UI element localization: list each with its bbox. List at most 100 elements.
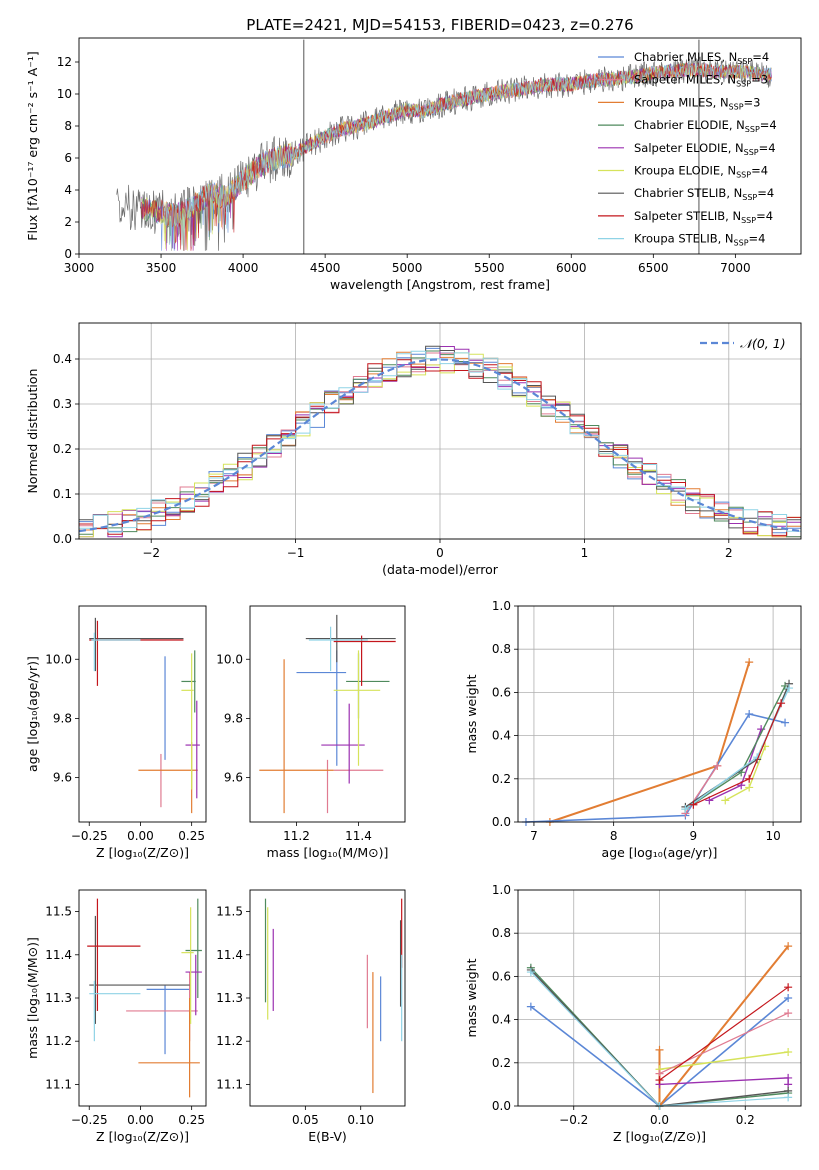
x-tick-label: −0.25 — [71, 1113, 108, 1127]
weight-marker — [713, 761, 722, 770]
weight-marker — [785, 684, 794, 693]
spectrum-legend: Chabrier MILES, NSSP=4 Salpeter MILES, NS… — [598, 50, 777, 248]
legend-label: Kroupa MILES, NSSP=3 — [634, 95, 760, 111]
weight-marker — [655, 1045, 664, 1054]
x-axis-label: mass [log₁₀(M/M⊙)] — [267, 845, 389, 860]
weight-marker — [784, 942, 793, 951]
normal-curve — [78, 358, 802, 533]
weight-marker — [781, 718, 790, 727]
y-tick-label: 10.0 — [45, 652, 72, 666]
y-tick-label: 10 — [57, 87, 72, 101]
mass-vs-extinction-panel: 0.05 0.10 11.1 11.2 11.3 11.4 11.5 E(B-V) — [216, 889, 406, 1144]
weight-marker — [655, 1076, 664, 1085]
y-tick-label: 9.8 — [53, 711, 72, 725]
legend-label: Kroupa STELIB, NSSP=4 — [634, 232, 765, 248]
legend-label: Salpeter ELODIE, NSSP=4 — [634, 141, 776, 157]
y-tick-label: 10.0 — [216, 652, 243, 666]
legend-count: =4 — [759, 141, 776, 155]
figure-title: PLATE=2421, MJD=54153, FIBERID=0423, z=0… — [246, 16, 633, 34]
x-axis-label: wavelength [Angstrom, rest frame] — [330, 277, 550, 292]
y-tick-label: 11.2 — [45, 1034, 72, 1048]
y-tick-label: 11.3 — [45, 991, 72, 1005]
legend-label: Salpeter MILES, NSSP=3 — [634, 73, 768, 89]
x-tick-label: 0.00 — [127, 829, 154, 843]
y-tick-label: 0.4 — [492, 1013, 511, 1027]
histogram-step-7 — [79, 359, 801, 536]
legend-count: =4 — [751, 164, 768, 178]
y-axis-label: Normed distribution — [25, 369, 40, 494]
axes-frame — [249, 889, 406, 1107]
legend-subscript: SSP — [729, 102, 744, 111]
y-axis-label: age [log₁₀(age/yr)] — [25, 656, 40, 772]
axes-frame — [249, 605, 406, 823]
x-tick-label: 6000 — [556, 261, 587, 275]
x-axis-label: (data-model)/error — [382, 562, 499, 577]
y-tick-label: 11.4 — [45, 948, 72, 962]
legend-count: =4 — [756, 209, 773, 223]
weight-marker — [526, 968, 535, 977]
x-tick-label: 0.25 — [178, 829, 205, 843]
legend-subscript: SSP — [736, 80, 751, 89]
legend-count: =4 — [752, 50, 769, 64]
legend-subscript: SSP — [745, 125, 760, 134]
legend-label: 𝒩(0, 1) — [740, 336, 786, 351]
weight-marker — [745, 783, 754, 792]
y-tick-label: 8 — [64, 119, 72, 133]
y-tick-label: 0.2 — [53, 442, 72, 456]
y-tick-label: 0.6 — [492, 685, 511, 699]
x-tick-label: 11.2 — [283, 829, 310, 843]
x-tick-label: 0.05 — [292, 1113, 319, 1127]
x-tick-label: 0 — [436, 546, 444, 560]
residual-histogram-panel: −2 −1 0 1 2 0.0 0.1 0.2 0.3 0.4 (data-model)/error… — [25, 322, 802, 577]
y-tick-label: 0.2 — [492, 1056, 511, 1070]
x-tick-label: 8 — [610, 829, 618, 843]
weight-line-7 — [659, 986, 789, 1081]
x-axis-label: age [log₁₀(age/yr)] — [602, 845, 718, 860]
x-tick-label: 6500 — [638, 261, 669, 275]
y-axis-label: mass [log₁₀(M/M⊙)] — [25, 937, 40, 1059]
x-tick-label: 7 — [530, 829, 538, 843]
y-tick-label: 11.5 — [216, 905, 243, 919]
legend-count: =3 — [744, 95, 761, 109]
legend-subscript: SSP — [744, 148, 759, 157]
mass-vs-metallicity-panel: −0.25 0.00 0.25 11.1 11.2 11.3 11.4 11.5 Z [log₁… — [25, 889, 207, 1144]
x-axis-label: E(B-V) — [308, 1129, 347, 1144]
weight-marker — [784, 1093, 793, 1102]
y-tick-label: 1.0 — [492, 599, 511, 613]
x-tick-label: −2 — [142, 546, 160, 560]
x-tick-label: 0.25 — [178, 1113, 205, 1127]
histogram-step-4 — [79, 346, 801, 538]
legend-subscript: SSP — [742, 193, 757, 202]
legend-subscript: SSP — [741, 216, 756, 225]
legend-count: =3 — [751, 73, 768, 87]
x-axis-label: Z [log₁₀(Z/Z⊙)] — [96, 1129, 189, 1144]
y-tick-label: 6 — [64, 151, 72, 165]
weight-marker — [745, 710, 754, 718]
x-tick-label: 0.0 — [650, 1113, 669, 1127]
axes-frame — [78, 605, 207, 823]
y-tick-label: 0.2 — [492, 772, 511, 786]
mass-weight-vs-metallicity-panel: −0.2 0.0 0.2 0.0 0.2 0.4 0.6 0.8 1.0 Z [log₁₀(Z/Z… — [464, 883, 802, 1144]
x-tick-label: 2 — [725, 546, 733, 560]
y-tick-label: 0.0 — [492, 1099, 511, 1113]
axes-frame — [517, 889, 802, 1107]
x-tick-label: 4000 — [228, 261, 259, 275]
x-tick-label: 11.4 — [345, 829, 372, 843]
y-tick-label: 9.6 — [53, 771, 72, 785]
weight-line-2 — [549, 661, 751, 823]
legend-label: Chabrier STELIB, NSSP=4 — [634, 186, 774, 202]
y-tick-label: 0.0 — [492, 815, 511, 829]
legend-label: Chabrier ELODIE, NSSP=4 — [634, 118, 777, 134]
spectrum-line-8 — [164, 62, 772, 251]
axes-frame — [517, 605, 802, 823]
y-tick-label: 1.0 — [492, 883, 511, 897]
histogram-step-6 — [79, 345, 801, 530]
x-tick-label: 5000 — [392, 261, 423, 275]
weight-marker — [721, 796, 730, 805]
mass-weight-vs-age-panel: 7 8 9 10 0.0 0.2 0.4 0.6 0.8 1.0 age [log₁₀(age/yr… — [464, 599, 802, 860]
y-tick-label: 2 — [64, 215, 72, 229]
x-tick-label: 3000 — [64, 261, 95, 275]
weight-marker — [689, 800, 698, 809]
x-tick-label: −1 — [287, 546, 305, 560]
